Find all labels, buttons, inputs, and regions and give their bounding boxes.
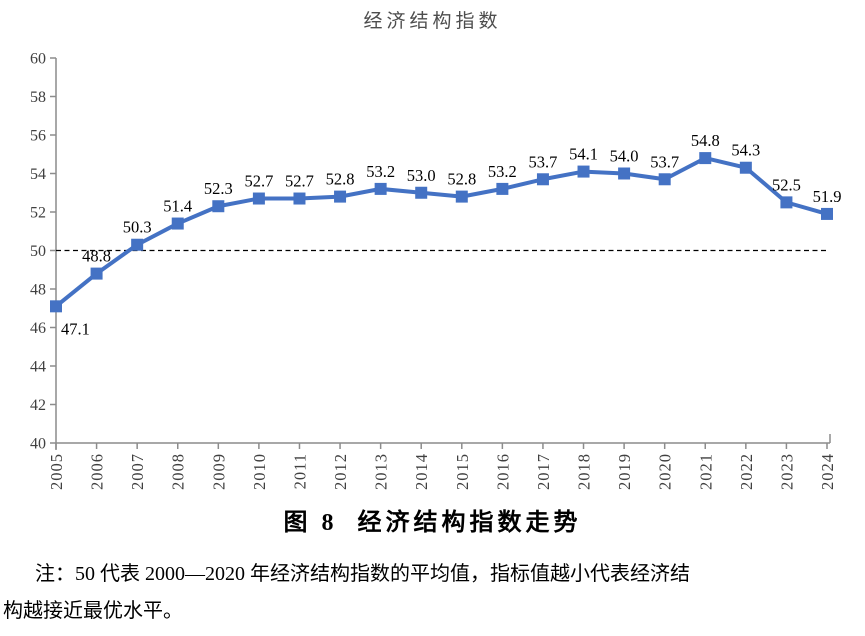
y-axis-tick-label: 54 bbox=[30, 166, 46, 183]
figure-caption: 图 8 经济结构指数走势 bbox=[283, 510, 582, 536]
data-point-label: 54.3 bbox=[731, 141, 760, 160]
data-point-label: 53.0 bbox=[407, 166, 436, 185]
data-point-marker bbox=[50, 300, 62, 313]
x-axis-tick-label: 2017 bbox=[534, 453, 553, 490]
data-point-marker bbox=[699, 152, 712, 165]
data-point-marker bbox=[212, 200, 225, 213]
data-point-marker bbox=[334, 190, 347, 203]
data-point-marker bbox=[293, 192, 306, 205]
data-point-marker bbox=[171, 217, 184, 230]
data-point-label: 54.8 bbox=[691, 131, 720, 150]
data-point-marker bbox=[252, 192, 265, 205]
data-point-marker bbox=[739, 161, 752, 174]
note-line-1: 注：50 代表 2000—2020 年经济结构指数的平均值，指标值越小代表经济结 bbox=[35, 563, 690, 585]
x-axis-tick-label: 2022 bbox=[737, 453, 756, 490]
y-axis-tick-label: 44 bbox=[30, 359, 46, 376]
x-axis-tick-label: 2010 bbox=[250, 453, 269, 490]
series-line bbox=[54, 156, 828, 308]
x-axis-tick-label: 2018 bbox=[575, 453, 594, 490]
x-axis-tick-label: 2008 bbox=[169, 453, 188, 490]
data-point-marker bbox=[780, 196, 793, 209]
data-point-label: 52.3 bbox=[204, 179, 233, 198]
data-point-label: 53.2 bbox=[488, 162, 517, 181]
x-axis-tick-label: 2015 bbox=[453, 453, 472, 490]
data-point-label: 52.5 bbox=[772, 175, 801, 194]
data-point-marker bbox=[577, 165, 590, 178]
y-axis-tick-label: 46 bbox=[30, 320, 46, 337]
data-point-label: 51.9 bbox=[813, 187, 842, 206]
data-point-marker bbox=[821, 207, 833, 220]
x-axis-tick-label: 2023 bbox=[777, 453, 796, 490]
data-point-marker bbox=[131, 238, 144, 251]
figure-note: 注：50 代表 2000—2020 年经济结构指数的平均值，指标值越小代表经济结… bbox=[3, 556, 861, 630]
y-axis-tick-label: 50 bbox=[30, 243, 46, 260]
y-axis-tick-label: 40 bbox=[30, 436, 46, 453]
y-axis-tick-label: 42 bbox=[30, 397, 46, 414]
x-axis-tick-label: 2011 bbox=[290, 453, 309, 489]
x-axis-tick-label: 2014 bbox=[412, 453, 431, 490]
y-axis-tick-label: 58 bbox=[30, 89, 46, 106]
data-point-label: 52.7 bbox=[285, 172, 314, 191]
data-point-label: 48.8 bbox=[82, 247, 111, 266]
x-axis-tick-label: 2019 bbox=[615, 453, 634, 490]
x-axis-tick-label: 2009 bbox=[209, 453, 228, 490]
data-point-marker bbox=[374, 182, 387, 195]
x-axis-tick-label: 2016 bbox=[493, 453, 512, 490]
data-point-marker bbox=[658, 173, 671, 186]
line-chart: 40 42 44 46 48 50 52 54 56 58 60 2005 2006 2007 2008 20… bbox=[30, 51, 842, 491]
data-point-label: 51.4 bbox=[163, 197, 192, 216]
x-axis-tick-label: 2024 bbox=[818, 453, 837, 490]
data-point-label: 54.0 bbox=[610, 147, 639, 166]
data-point-label: 52.8 bbox=[326, 170, 355, 189]
x-axis-tick-label: 2005 bbox=[47, 453, 66, 490]
data-point-label: 53.2 bbox=[366, 162, 395, 181]
data-point-label: 53.7 bbox=[650, 152, 679, 171]
x-axis-tick-label: 2007 bbox=[128, 453, 147, 490]
data-point-marker bbox=[536, 173, 549, 186]
y-axis-tick-label: 48 bbox=[30, 282, 46, 299]
chart-title: 经济结构指数 bbox=[363, 11, 502, 32]
x-axis-tick-label: 2021 bbox=[696, 453, 715, 490]
x-axis-tick-label: 2012 bbox=[331, 453, 350, 490]
data-point-marker bbox=[90, 267, 103, 280]
data-point-label: 54.1 bbox=[569, 145, 598, 164]
x-axis-tick-label: 2020 bbox=[656, 453, 675, 490]
data-point-marker bbox=[455, 190, 468, 203]
y-axis-tick-label: 60 bbox=[30, 51, 46, 68]
data-point-label: 53.7 bbox=[529, 152, 558, 171]
y-axis-tick-label: 56 bbox=[30, 128, 46, 145]
x-axis-tick-label: 2013 bbox=[372, 453, 391, 490]
x-axis-tick-label: 2006 bbox=[88, 453, 107, 490]
data-point-marker bbox=[496, 182, 509, 195]
note-line-2: 构越接近最优水平。 bbox=[3, 600, 183, 622]
data-point-label: 52.8 bbox=[447, 170, 476, 189]
data-point-marker bbox=[618, 167, 631, 180]
y-axis-tick-label: 52 bbox=[30, 205, 46, 222]
data-point-label: 47.1 bbox=[61, 319, 90, 338]
data-point-marker bbox=[415, 186, 428, 199]
data-point-label: 52.7 bbox=[244, 172, 273, 191]
data-point-label: 50.3 bbox=[123, 218, 152, 237]
